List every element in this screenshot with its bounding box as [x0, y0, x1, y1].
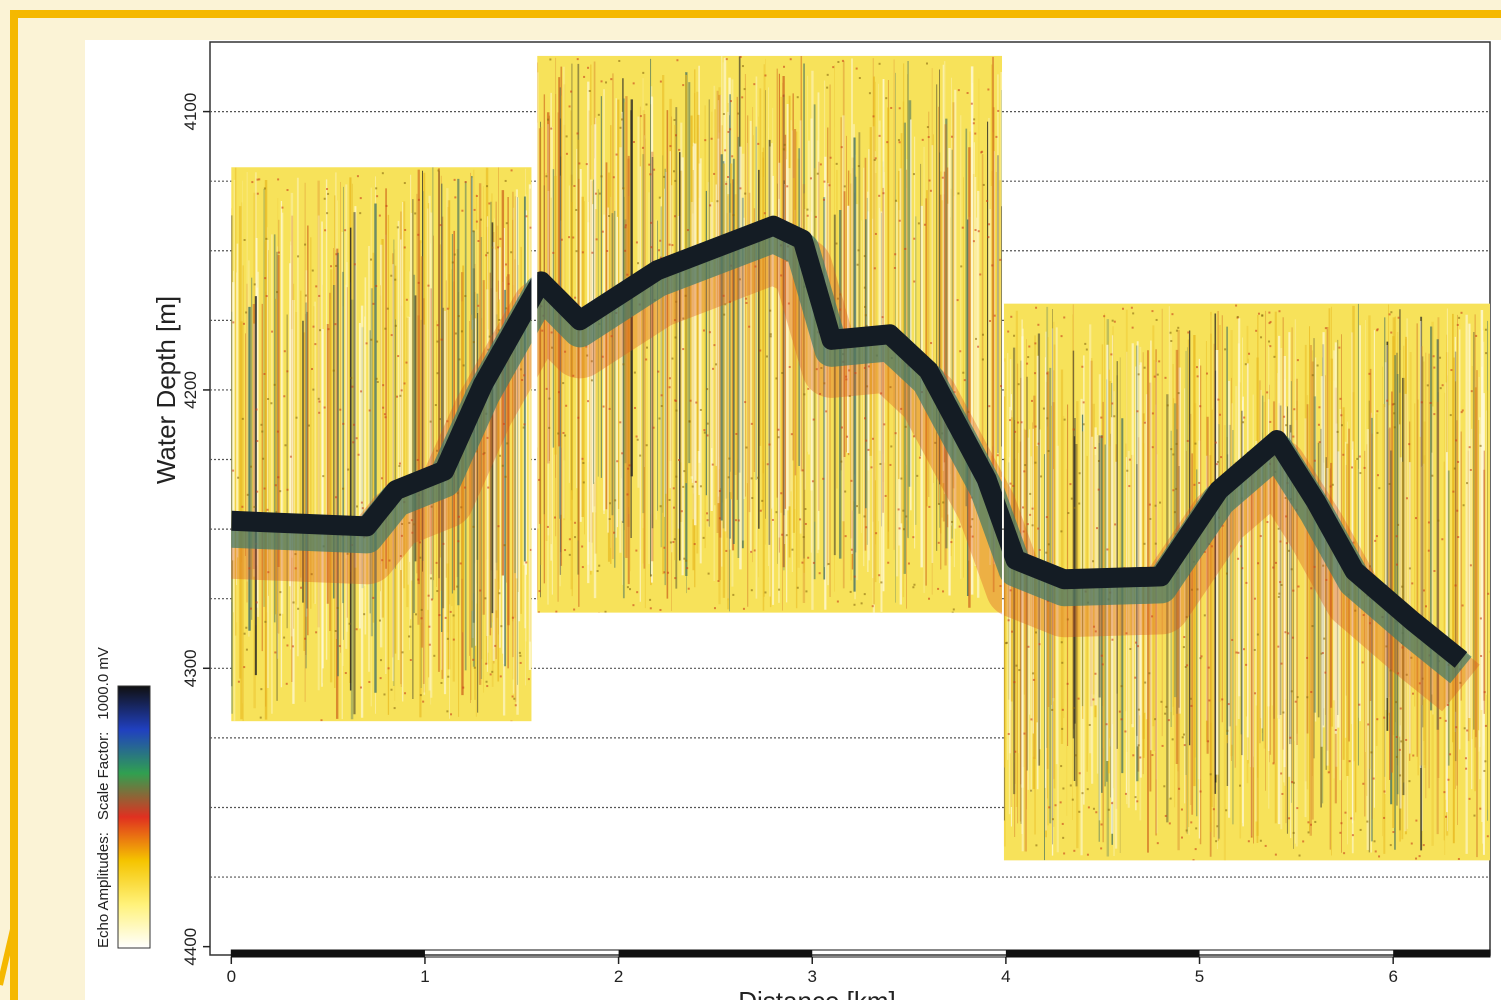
x-tick-label: 5	[1195, 967, 1204, 986]
frame-accent	[0, 924, 17, 986]
x-scale-outline	[230, 949, 1491, 958]
x-tick-label: 1	[420, 967, 429, 986]
y-tick-label: 4100	[181, 93, 200, 131]
x-scale-bar	[1005, 950, 1200, 957]
frame	[10, 10, 1501, 1000]
x-scale-bar	[231, 950, 425, 957]
x-axis-label: Distance [km]	[738, 986, 896, 1000]
y-axis-label: Water Depth [m]	[151, 296, 181, 484]
y-tick-label: 4400	[181, 928, 200, 966]
colorbar-label: Echo Amplitudes:	[95, 832, 112, 948]
bottom-echo	[231, 278, 532, 537]
y-tick-label: 4200	[181, 371, 200, 409]
x-tick-label: 2	[614, 967, 623, 986]
bottom-echo	[1003, 430, 1468, 668]
colorbar	[117, 685, 151, 949]
colorbar-label: 1000.0 mV	[95, 647, 112, 720]
x-tick-label: 3	[808, 967, 817, 986]
x-tick-label: 0	[227, 967, 236, 986]
y-tick-label: 4300	[181, 649, 200, 687]
x-scale-bar	[618, 950, 813, 957]
echogram-texture	[231, 167, 532, 722]
x-scale-bar	[1393, 950, 1490, 957]
bottom-echo	[537, 215, 1003, 552]
x-tick-label: 6	[1388, 967, 1397, 986]
x-tick-label: 4	[1001, 967, 1010, 986]
colorbar-label: Scale Factor:	[95, 732, 112, 820]
